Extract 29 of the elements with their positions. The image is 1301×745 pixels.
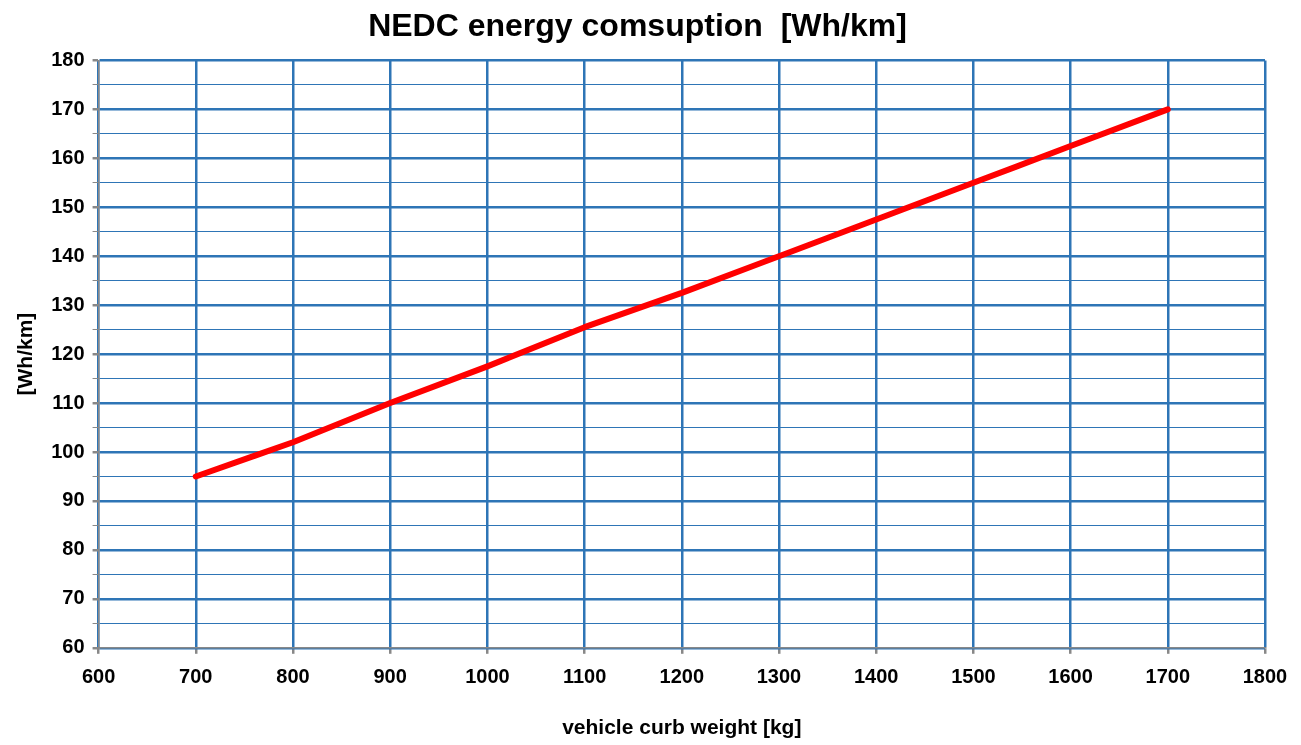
x-tick-label: 700: [179, 665, 213, 688]
x-tick-label: 1100: [562, 665, 607, 688]
y-axis-title: [Wh/km]: [13, 312, 37, 396]
x-tick-label: 1400: [853, 665, 899, 688]
y-tick-label: 170: [51, 96, 85, 119]
y-tick-label: 100: [51, 439, 85, 462]
x-tick-label: 1200: [659, 665, 705, 688]
y-tick-label: 110: [52, 390, 85, 413]
x-tick-label: 1300: [756, 665, 802, 688]
x-tick-label: 800: [276, 665, 310, 688]
y-tick-label: 70: [62, 586, 85, 609]
x-tick-label: 1500: [951, 665, 996, 688]
x-tick-label: 1000: [465, 665, 510, 688]
x-axis-title: vehicle curb weight [kg]: [562, 715, 802, 739]
y-tick-label: 150: [51, 194, 85, 217]
x-tick-label: 900: [373, 665, 407, 688]
y-tick-label: 90: [62, 488, 85, 511]
x-tick-label: 600: [81, 665, 116, 688]
y-tick-label: 120: [51, 341, 85, 364]
chart-title: NEDC energy comsuption [Wh/km]: [368, 7, 907, 44]
y-tick-label: 180: [51, 47, 85, 70]
y-tick-label: 130: [51, 292, 85, 315]
y-tick-label: 60: [62, 635, 85, 658]
x-tick-label: 1600: [1048, 665, 1093, 688]
y-tick-label: 160: [51, 145, 85, 168]
y-tick-label: 80: [62, 537, 85, 560]
y-tick-label: 140: [51, 243, 85, 266]
x-tick-label: 1800: [1242, 665, 1288, 688]
x-tick-label: 1700: [1145, 665, 1191, 688]
